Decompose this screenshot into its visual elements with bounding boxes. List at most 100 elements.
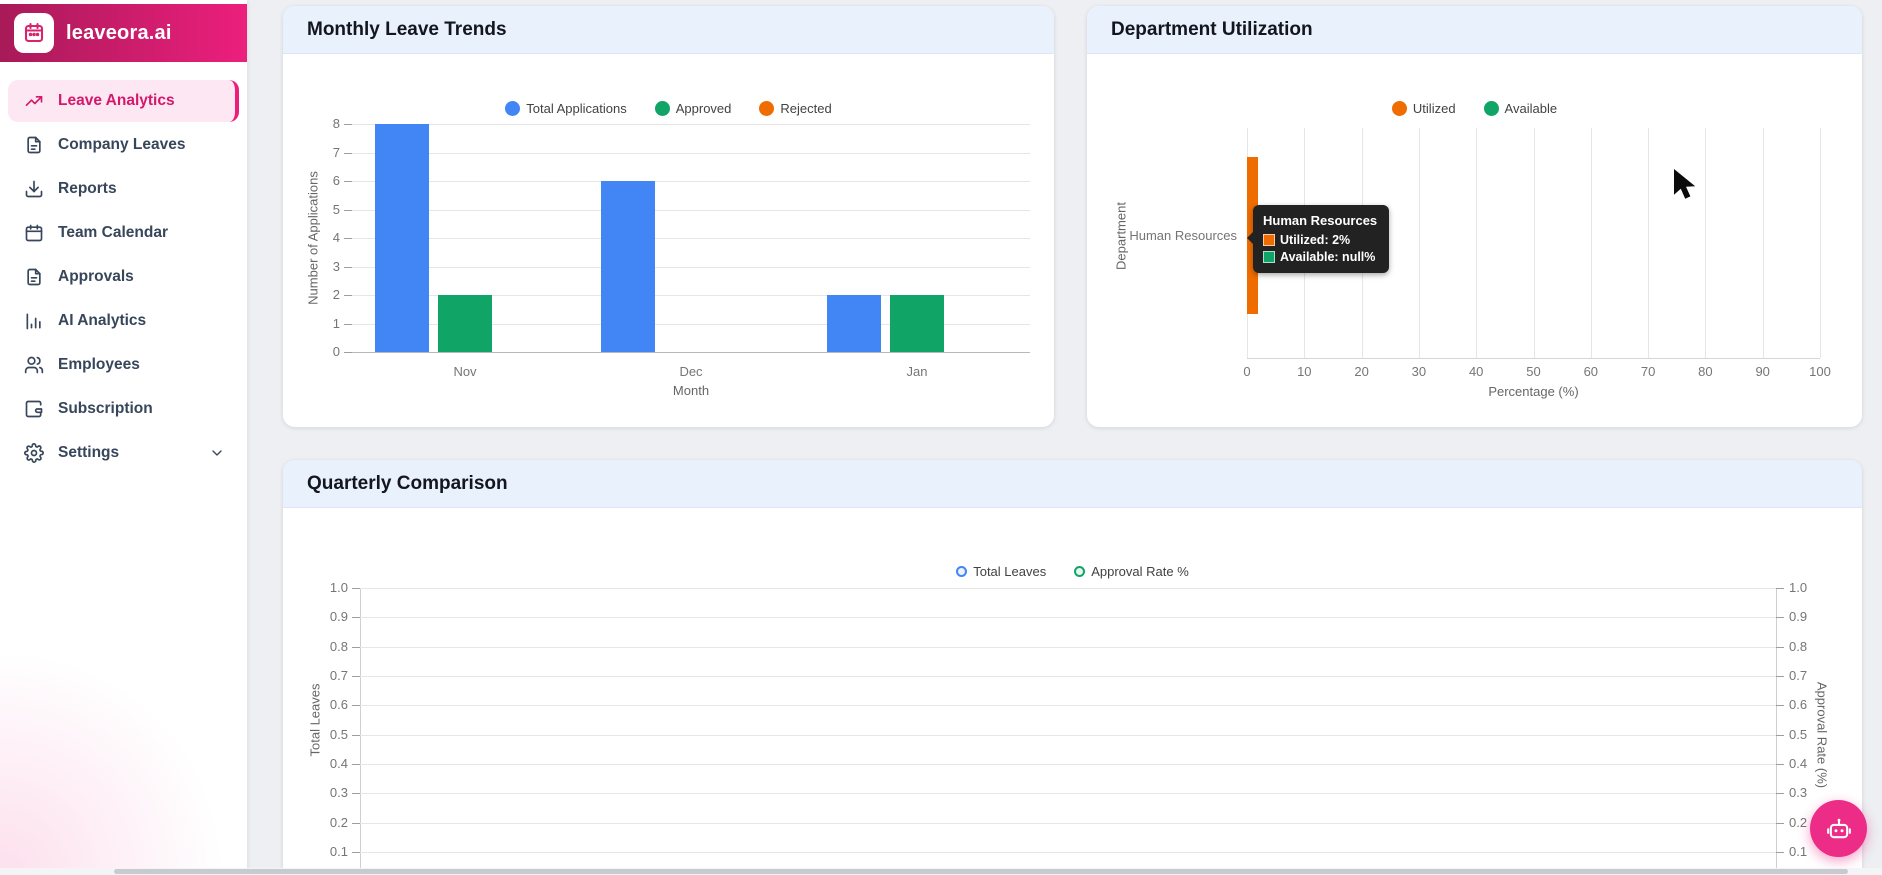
right-y-tick-label: 0.1 xyxy=(1789,843,1808,859)
sidebar-item-team-calendar[interactable]: Team Calendar xyxy=(8,212,239,254)
trending-up-icon xyxy=(24,91,44,111)
sidebar-item-leave-analytics[interactable]: Leave Analytics xyxy=(8,80,239,122)
sidebar-item-reports[interactable]: Reports xyxy=(8,168,239,210)
gridline xyxy=(352,181,1030,182)
sidebar-item-label: Leave Analytics xyxy=(58,92,175,109)
sidebar-item-ai-analytics[interactable]: AI Analytics xyxy=(8,300,239,342)
right-y-tick-label: 0.7 xyxy=(1789,667,1808,683)
download-icon xyxy=(24,179,44,199)
bar-total-applications-nov[interactable] xyxy=(375,124,429,352)
x-tick-label: 50 xyxy=(1526,364,1541,379)
y-tick-label: 0 xyxy=(332,344,340,359)
left-y-tick-label: 0.2 xyxy=(329,814,348,830)
sidebar-item-label: Reports xyxy=(58,180,117,197)
right-y-tick-label: 0.8 xyxy=(1789,638,1808,654)
gridline xyxy=(352,238,1030,239)
left-tick-mark xyxy=(352,675,360,677)
gridline xyxy=(360,763,1776,765)
left-y-tick-label: 1.0 xyxy=(329,580,348,595)
left-y-tick-label: 0.1 xyxy=(329,843,348,859)
y-tick-mark xyxy=(344,352,352,353)
panel-header: Monthly Leave Trends xyxy=(283,6,1054,54)
tooltip-title: Human Resources xyxy=(1263,213,1378,228)
legend-item-total-applications[interactable]: Total Applications xyxy=(505,101,627,116)
left-tick-mark xyxy=(352,734,360,736)
legend-marker xyxy=(956,566,968,577)
y-tick-label: 5 xyxy=(332,201,340,217)
left-y-tick-label: 0.7 xyxy=(329,667,348,683)
left-y-tick-label: 0.5 xyxy=(329,726,348,742)
right-tick-mark xyxy=(1776,763,1784,765)
chatbot-fab-button[interactable] xyxy=(1810,800,1867,857)
right-y-tick-label: 0.6 xyxy=(1789,697,1808,713)
left-tick-mark xyxy=(352,705,360,707)
x-tick-label: 90 xyxy=(1755,364,1770,379)
sidebar-item-settings[interactable]: Settings xyxy=(8,432,239,474)
x-tick-label: 20 xyxy=(1354,364,1369,379)
left-tick-mark xyxy=(352,763,360,765)
x-axis-title: Percentage (%) xyxy=(1488,384,1579,399)
legend-item-available[interactable]: Available xyxy=(1483,101,1557,116)
scrollbar-thumb[interactable] xyxy=(114,869,1848,874)
wallet-icon xyxy=(24,399,44,419)
left-tick-mark xyxy=(352,793,360,795)
sidebar-item-label: Subscription xyxy=(58,400,153,417)
bar-approved-nov[interactable] xyxy=(438,295,492,352)
robot-icon xyxy=(1826,818,1851,838)
sidebar-item-label: Company Leaves xyxy=(58,136,186,153)
legend-item-total-leaves[interactable]: Total Leaves xyxy=(956,564,1046,579)
brand[interactable]: leaveora.ai xyxy=(0,4,247,62)
sidebar-item-company-leaves[interactable]: Company Leaves xyxy=(8,124,239,166)
chart-legend: Utilized Available xyxy=(1087,101,1862,116)
bar-total-applications-jan[interactable] xyxy=(827,295,881,352)
legend-marker xyxy=(654,101,670,116)
tooltip-row: Available: null% xyxy=(1263,250,1377,264)
y-tick-mark xyxy=(344,124,352,125)
document-icon xyxy=(24,135,44,155)
y-tick-mark xyxy=(344,181,352,182)
left-y-tick-label: 0.4 xyxy=(329,755,348,771)
gridline xyxy=(360,822,1776,824)
bar-total-applications-dec[interactable] xyxy=(601,181,655,352)
legend-item-approval-rate-[interactable]: Approval Rate % xyxy=(1074,564,1189,579)
x-tick-label: 10 xyxy=(1297,364,1312,379)
category-label: Human Resources xyxy=(1129,227,1237,243)
horizontal-scrollbar[interactable] xyxy=(0,868,1882,875)
sidebar-item-employees[interactable]: Employees xyxy=(8,344,239,386)
y-tick-label: 7 xyxy=(332,144,340,160)
gridline xyxy=(1648,128,1650,358)
y-tick-mark xyxy=(344,295,352,296)
legend-label: Rejected xyxy=(780,101,832,116)
gridline xyxy=(352,124,1030,125)
x-tick-label: 70 xyxy=(1640,364,1656,379)
gridline xyxy=(1590,128,1592,358)
document-icon xyxy=(24,267,44,287)
left-y-tick-label: 0.9 xyxy=(329,609,348,625)
legend-label: Approved xyxy=(675,101,732,116)
legend-item-utilized[interactable]: Utilized xyxy=(1391,101,1456,116)
right-y-tick-label: 0.5 xyxy=(1789,726,1808,742)
tooltip-row-label: Utilized: 2% xyxy=(1280,233,1351,247)
sidebar-item-label: Employees xyxy=(58,356,140,373)
sidebar-item-approvals[interactable]: Approvals xyxy=(8,256,239,298)
gridline xyxy=(352,266,1030,268)
legend-label: Total Leaves xyxy=(973,564,1047,579)
y-tick-label: 1 xyxy=(332,315,340,331)
sidebar-item-label: AI Analytics xyxy=(58,312,147,329)
right-tick-mark xyxy=(1776,793,1784,795)
x-tick-label: 30 xyxy=(1411,364,1427,379)
chart-legend: Total Leaves Approval Rate % xyxy=(283,564,1862,579)
legend-label: Approval Rate % xyxy=(1091,564,1189,579)
sidebar-item-subscription[interactable]: Subscription xyxy=(8,388,239,430)
x-axis-title: Month xyxy=(672,383,710,398)
y-tick-mark xyxy=(344,323,352,325)
legend-item-rejected[interactable]: Rejected xyxy=(759,101,832,116)
right-tick-mark xyxy=(1776,822,1784,824)
sidebar-item-label: Team Calendar xyxy=(58,224,168,241)
bar-approved-jan[interactable] xyxy=(890,295,944,352)
brand-name: leaveora.ai xyxy=(66,21,172,44)
legend-item-approved[interactable]: Approved xyxy=(654,101,732,116)
panel-title: Quarterly Comparison xyxy=(307,472,508,494)
right-y-tick-label: 1.0 xyxy=(1789,580,1808,595)
x-tick-label: Jan xyxy=(906,364,928,379)
